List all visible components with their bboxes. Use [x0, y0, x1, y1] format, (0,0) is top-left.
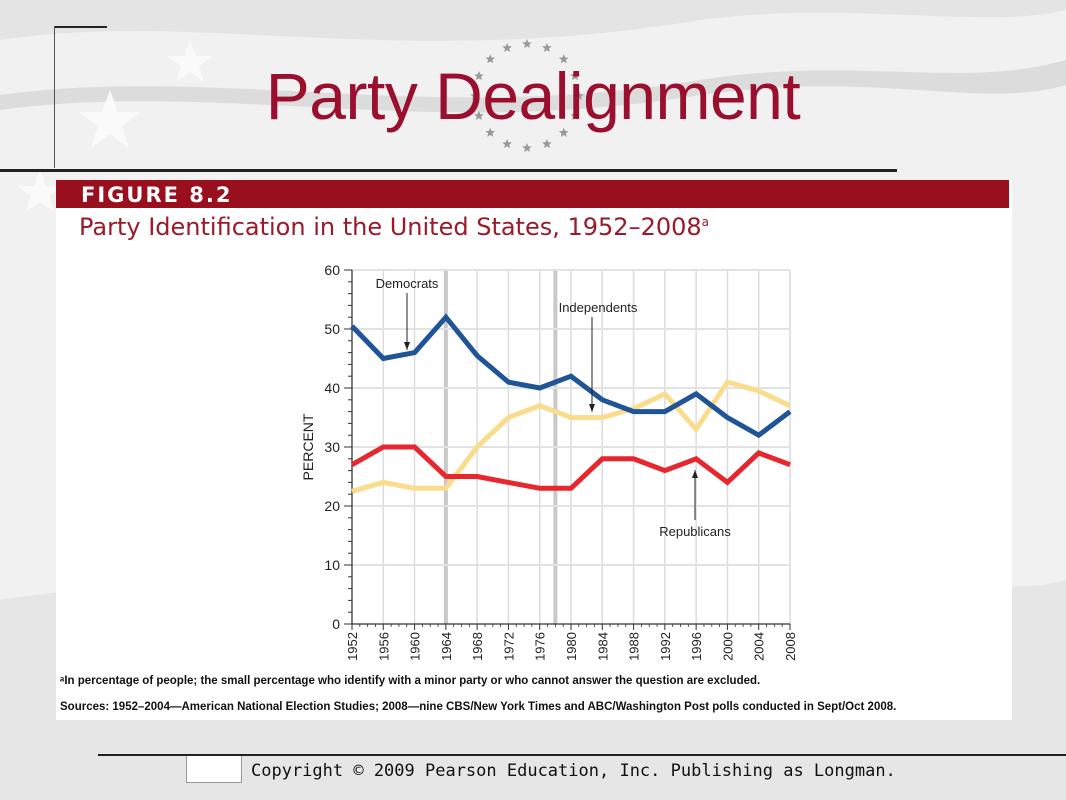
figure-label: FIGURE 8.2 — [81, 183, 233, 207]
slide-title: Party Dealignment — [265, 59, 801, 133]
x-tick-label: 1976 — [533, 632, 548, 661]
democrats-arrowhead — [404, 342, 410, 350]
y-tick-label: 10 — [324, 557, 340, 573]
x-tick-label: 2000 — [720, 632, 735, 661]
x-tick-label: 1952 — [345, 632, 360, 661]
x-tick-label: 1956 — [376, 632, 391, 661]
independents-annotation: Independents — [559, 300, 638, 315]
figure-title: Party Identification in the United State… — [79, 213, 709, 241]
x-tick-label: 2004 — [752, 632, 767, 661]
left-vertical-line — [54, 26, 55, 168]
copyright-text: Copyright © 2009 Pearson Education, Inc.… — [251, 761, 896, 781]
y-tick-label: 60 — [324, 262, 340, 278]
x-tick-label: 1972 — [501, 632, 516, 661]
x-tick-label: 1988 — [627, 632, 642, 661]
title-underline — [0, 169, 897, 172]
y-tick-label: 20 — [324, 498, 340, 514]
independents-arrowhead — [589, 404, 595, 412]
figure-title-superscript: a — [701, 215, 710, 229]
figure-banner — [56, 180, 1009, 208]
footer-line — [98, 754, 1066, 756]
x-tick-label: 1984 — [595, 632, 610, 661]
republicans-annotation: Republicans — [659, 524, 731, 539]
footer-box — [186, 756, 242, 783]
x-tick-label: 1992 — [658, 632, 673, 661]
x-tick-label: 1980 — [564, 632, 579, 661]
figure-footnote: ᵃIn percentage of people; the small perc… — [60, 675, 761, 687]
x-tick-label: 2008 — [783, 632, 798, 661]
democrats-annotation: Democrats — [376, 276, 439, 291]
x-tick-label: 1964 — [439, 632, 454, 661]
x-tick-label: 1996 — [689, 632, 704, 661]
y-tick-label: 40 — [324, 380, 340, 396]
y-tick-label: 0 — [332, 616, 340, 632]
x-tick-label: 1968 — [470, 632, 485, 661]
y-tick-label: 50 — [324, 321, 340, 337]
y-tick-label: 30 — [324, 439, 340, 455]
x-tick-label: 1960 — [408, 632, 423, 661]
y-axis-label: PERCENT — [300, 413, 316, 480]
top-left-accent-line — [54, 26, 107, 28]
figure-title-text: Party Identification in the United State… — [79, 213, 702, 241]
republicans-arrowhead — [692, 470, 698, 478]
figure-sources: Sources: 1952–2004—American National Ele… — [60, 701, 897, 713]
